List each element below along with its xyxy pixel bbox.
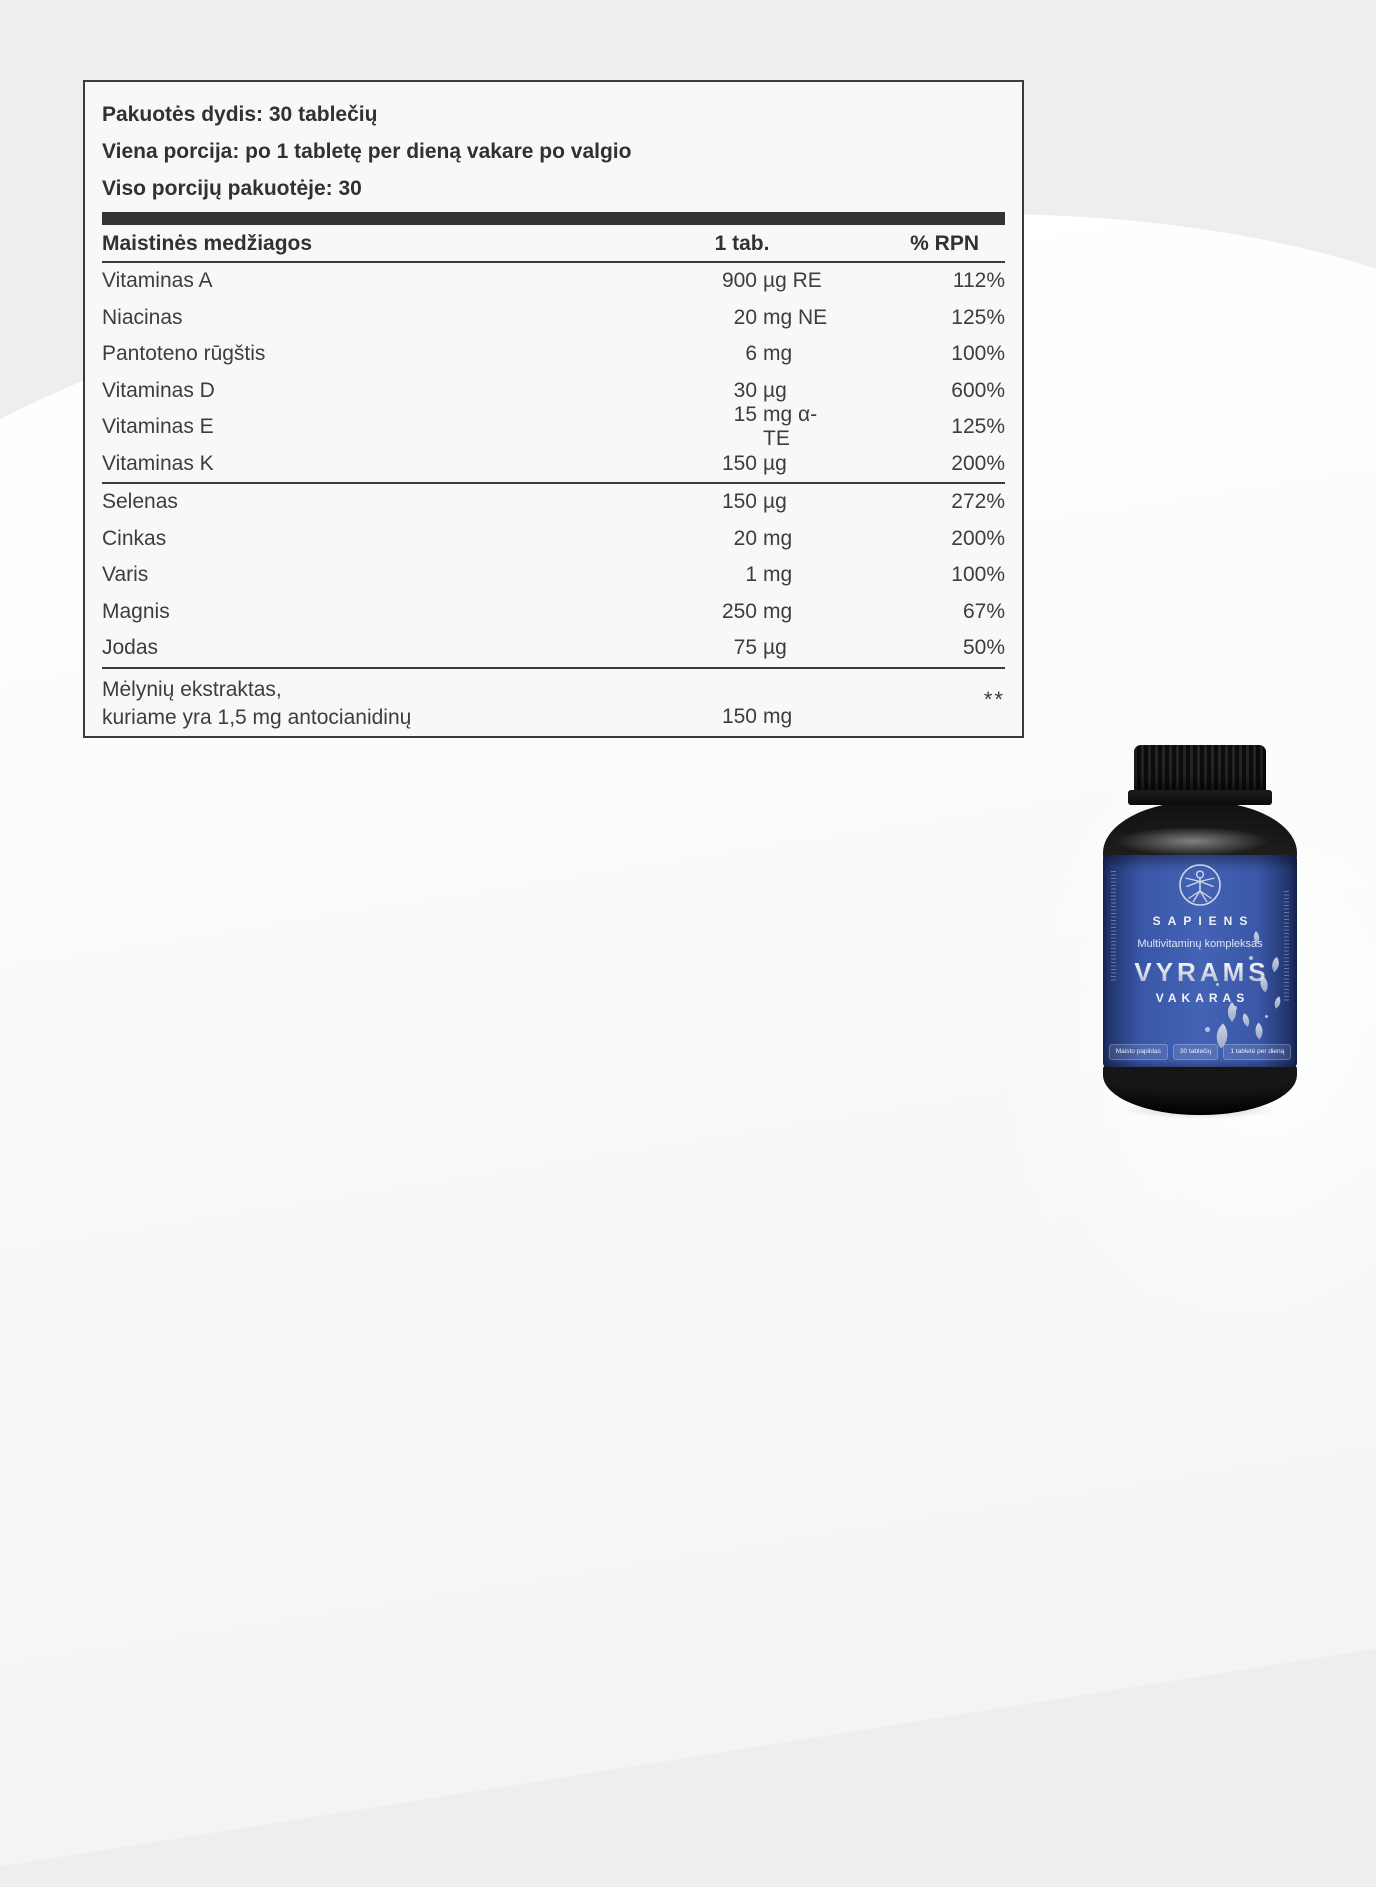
nutrient-amount-value: 250 [721,599,757,623]
nutrient-name: Pantoteno rūgštis [102,342,266,366]
nutrient-amount-value: 75 [733,636,757,660]
nutrient-rpn: 200% [951,451,1005,475]
nutrient-name: Magnis [102,599,170,623]
nutrient-name: Niacinas [102,305,183,329]
vitruvian-man-icon [1103,862,1297,913]
nutrient-rpn: 50% [962,636,1005,660]
extract-name-line2: kuriame yra 1,5 mg antocianidinų [102,705,412,729]
nutrient-amount-unit: mg [763,599,793,623]
column-header-nutrients: Maistinės medžiagos [102,232,313,255]
micro-text-decoration [1284,891,1289,1003]
nutrition-facts-panel: Pakuotės dydis: 30 tablečių Viena porcij… [83,80,1024,738]
nutrient-amount-unit: µg [763,378,787,402]
table-row: Vitaminas D 30 µg 600% [102,373,1005,410]
dot-decoration [1249,956,1253,960]
column-header-amount: 1 tab. [714,232,770,255]
table-row: Cinkas 20 mg 200% [102,521,1005,558]
nutrient-amount-value: 900 [721,269,757,293]
nutrient-name: Vitaminas A [102,269,213,293]
nutrient-name: Varis [102,563,149,587]
leaf-decoration [1250,1022,1268,1040]
nutrient-amount-value: 6 [745,342,757,366]
nutrient-amount-value: 20 [733,526,757,550]
nutrient-amount-unit: µg [763,490,787,514]
nutrient-amount-unit: mg [763,526,793,550]
dot-decoration [1216,983,1219,986]
vitamins-group: Vitaminas A 900 µg RE 112% Niacinas 20 mg … [102,263,1005,484]
nutrient-amount-unit: mg [763,342,793,366]
micro-text-decoration [1111,871,1116,983]
minerals-group: Selenas 150 µg 272% Cinkas 20 mg 200% Vari… [102,484,1005,669]
dot-decoration [1265,1015,1268,1018]
nutrient-amount-value: 150 [721,451,757,475]
nutrient-rpn: 112% [952,269,1005,293]
nutrient-rpn: 200% [951,526,1005,550]
extract-row: Mėlynių ekstraktas, kuriame yra 1,5 mg a… [102,669,1005,742]
product-variant: VAKARAS [1155,991,1250,1005]
bottle-label: SAPIENS Multivitaminų kompleksas VYRAMS … [1103,855,1297,1067]
leaf-decoration [1222,1002,1242,1022]
divider-bar [102,212,1005,225]
nutrient-amount-value: 30 [733,378,757,402]
bottle-cap [1134,745,1266,793]
dot-decoration [1233,1006,1237,1010]
table-row: Jodas 75 µg 50% [102,630,1005,667]
dot-decoration [1205,1027,1210,1032]
product-subtitle: Multivitaminų kompleksas [1137,938,1263,950]
nutrient-amount-value: 1 [745,563,757,587]
nutrient-amount-unit: mg α-TE [763,403,818,451]
extract-amount-unit: mg [763,704,793,728]
nutrient-rpn: 600% [951,378,1005,402]
extract-name-line1: Mėlynių ekstraktas, [102,677,282,701]
column-header-rpn: % RPN [910,232,979,255]
nutrient-amount-value: 150 [721,490,757,514]
extract-amount-value: 150 [721,704,757,728]
nutrient-rpn: 67% [962,599,1005,623]
nutrient-rpn: 125% [951,305,1005,329]
pack-size-line: Pakuotės dydis: 30 tablečių [102,103,378,126]
nutrient-amount-unit: µg RE [763,269,822,293]
nutrient-amount-unit: µg [763,451,787,475]
nutrient-amount-unit: mg NE [763,305,828,329]
brand-name: SAPIENS [1152,914,1255,928]
nutrient-amount-unit: µg [763,636,787,660]
nutrient-rpn: 125% [951,415,1005,439]
table-row: Varis 1 mg 100% [102,557,1005,594]
product-name: VYRAMS [1103,957,1297,988]
nutrient-name: Selenas [102,490,178,514]
table-row: Niacinas 20 mg NE 125% [102,300,1005,337]
table-row: Vitaminas A 900 µg RE 112% [102,263,1005,300]
badge-row: Maisto papildas 30 tablečių 1 tabletė pe… [1103,1043,1297,1060]
table-row: Selenas 150 µg 272% [102,484,1005,521]
badge: 1 tabletė per dieną [1223,1043,1292,1060]
table-row: Vitaminas E 15 mg α-TE 125% [102,403,1005,450]
serving-line: Viena porcija: po 1 tabletę per dieną va… [102,140,632,163]
nutrient-name: Vitaminas K [102,451,214,475]
nutrient-name: Vitaminas E [102,415,214,439]
leaf-decoration [1239,1013,1253,1027]
badge: Maisto papildas [1108,1043,1168,1060]
servings-count-line: Viso porcijų pakuotėje: 30 [102,177,362,200]
table-header-row: Maistinės medžiagos 1 tab. % RPN [102,225,1005,263]
bottle-cap-flange [1128,790,1272,805]
nutrient-amount-value: 20 [733,305,757,329]
table-row: Vitaminas K 150 µg 200% [102,446,1005,483]
bottle-shoulder [1103,801,1297,857]
nutrient-rpn: 100% [951,563,1005,587]
nutrient-name: Cinkas [102,526,167,550]
table-row: Pantoteno rūgštis 6 mg 100% [102,336,1005,373]
nutrient-rpn: 272% [951,490,1005,514]
nutrient-rpn: 100% [951,342,1005,366]
nutrient-name: Jodas [102,636,159,660]
badge: 30 tablečių [1172,1043,1219,1060]
extract-rpn: ** [983,686,1005,712]
nutrient-amount-unit: mg [763,563,793,587]
table-row: Magnis 250 mg 67% [102,594,1005,631]
product-bottle: SAPIENS Multivitaminų kompleksas VYRAMS … [1089,745,1311,1125]
nutrient-name: Vitaminas D [102,378,215,402]
nutrient-amount-value: 15 [733,403,757,427]
